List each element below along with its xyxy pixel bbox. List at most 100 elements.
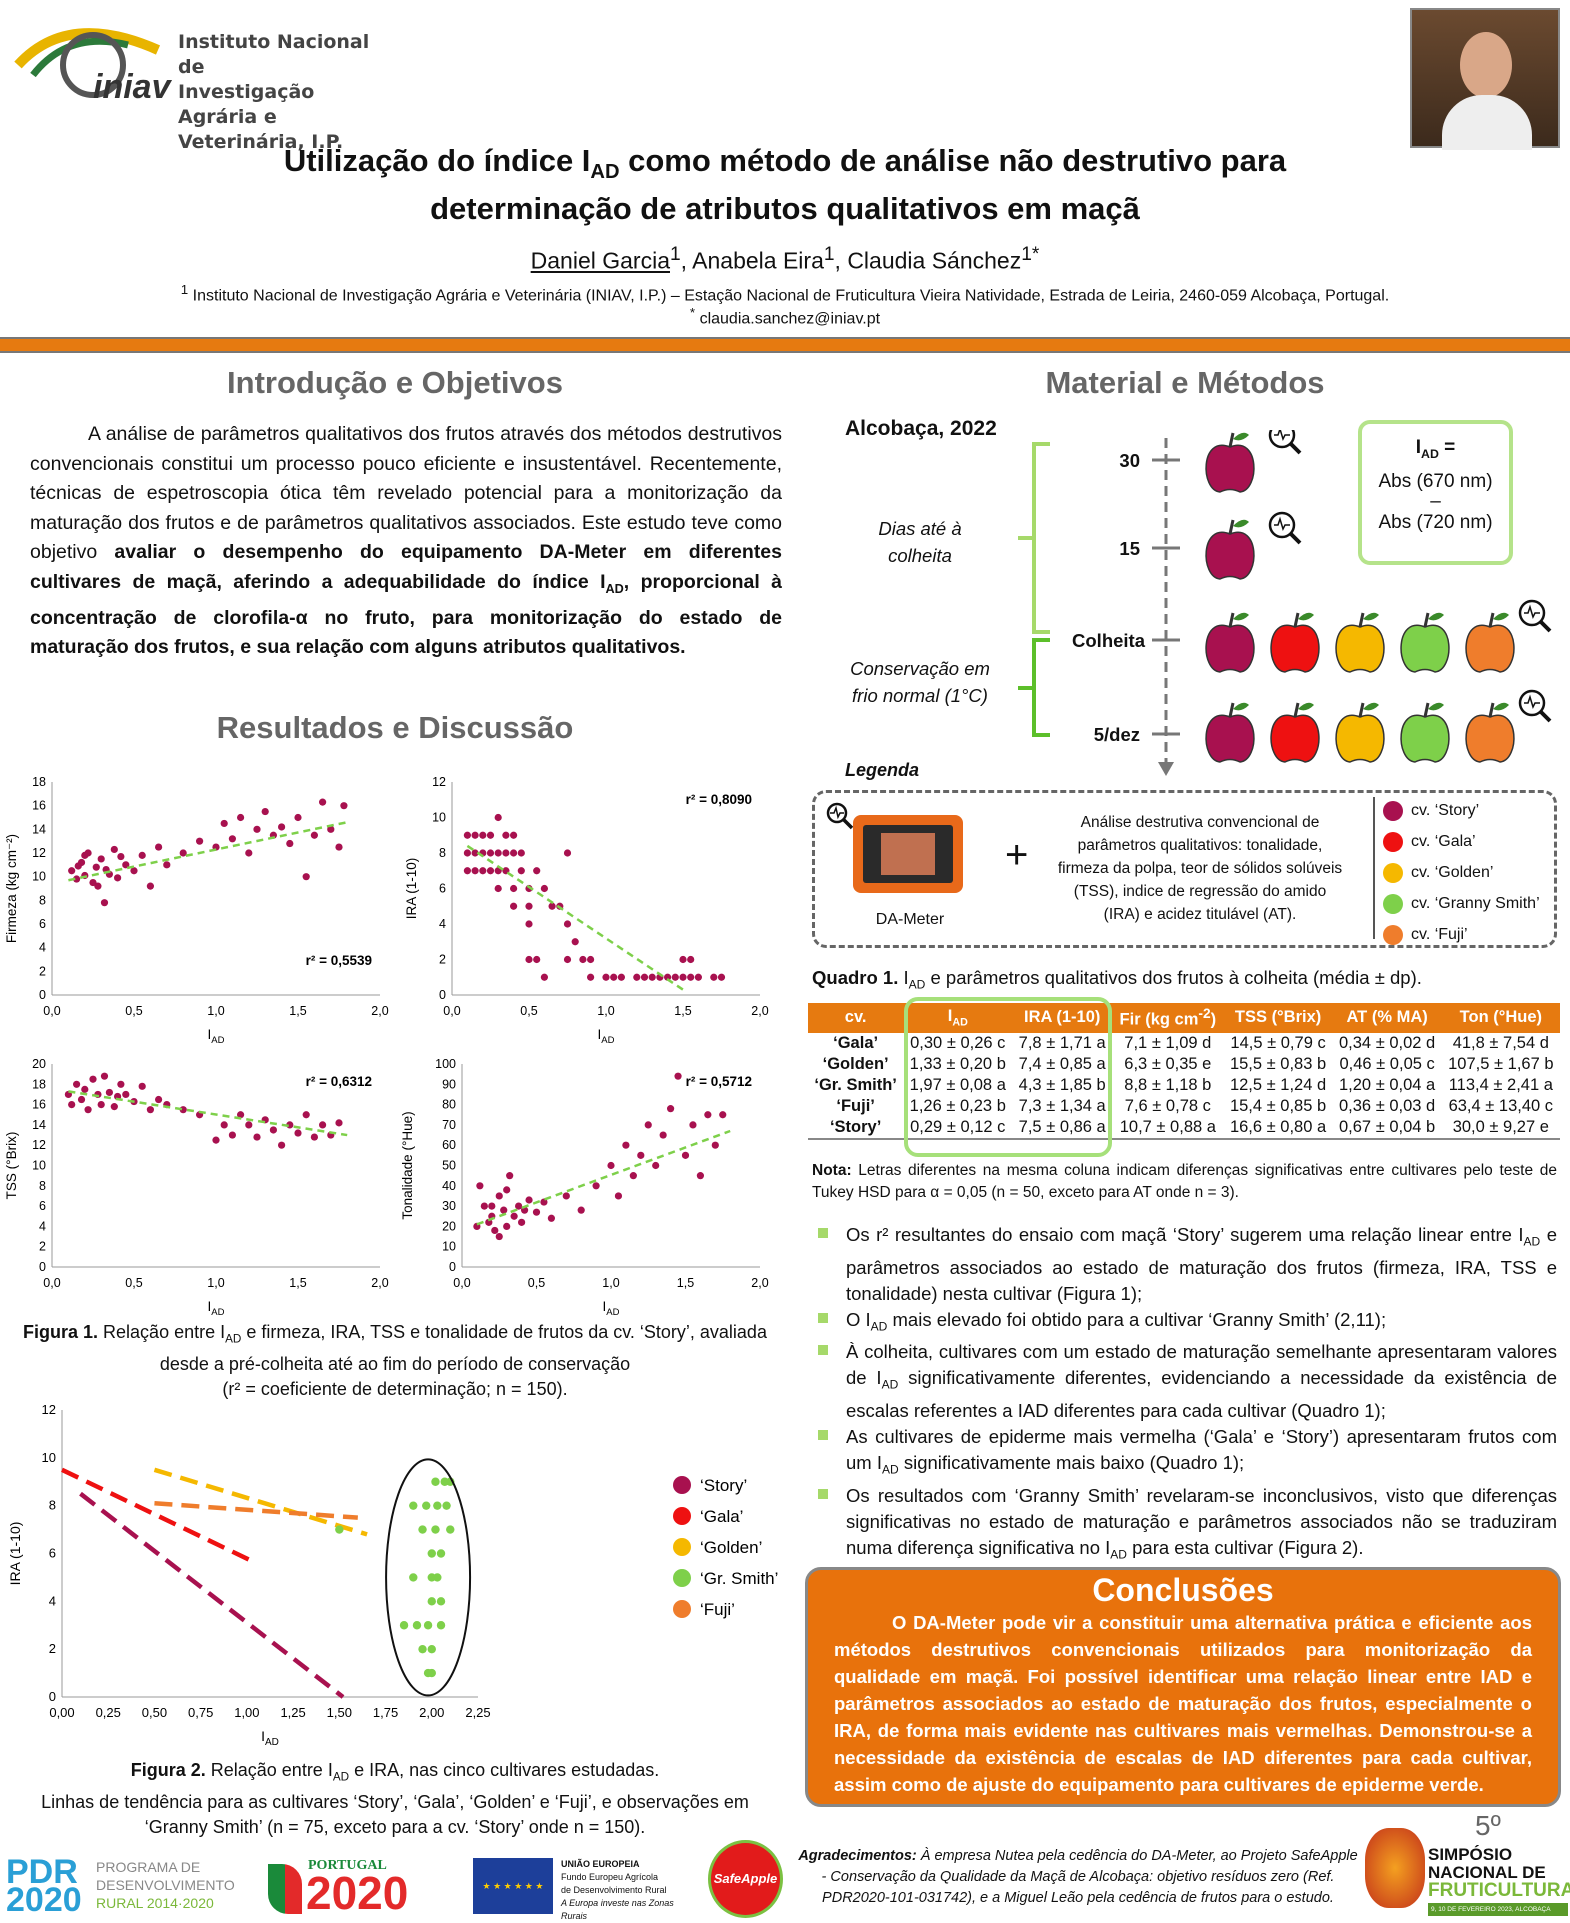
granny-smith-highlight-ellipse <box>385 1458 472 1697</box>
data-point <box>399 1621 409 1630</box>
acknowledgements: Agradecimentos: À empresa Nutea pela ced… <box>798 1848 1358 1906</box>
timeline-diagram: 30 15 Colheita 5/dez <box>1018 430 1552 776</box>
data-point <box>110 1103 118 1111</box>
data-point <box>100 899 109 907</box>
poster-title-line2: determinação de atributos qualitativos e… <box>430 191 1140 226</box>
col-header: Fir (kg cm-2) <box>1112 1003 1224 1033</box>
results-bullets: Os r² resultantes do ensaio com maçã ‘St… <box>812 1222 1557 1567</box>
data-point <box>92 863 100 871</box>
data-point <box>427 1644 436 1654</box>
authors: Daniel Garcia1, Anabela Eira1, Claudia S… <box>530 244 1040 274</box>
trend-line <box>79 1491 345 1699</box>
value-cell: 107,5 ± 1,67 b <box>1448 1054 1554 1073</box>
value-cell: 0,29 ± 0,12 c <box>910 1117 1006 1136</box>
value-cell: 7,6 ± 0,78 c <box>1124 1096 1211 1115</box>
data-point <box>409 1573 418 1582</box>
data-point <box>302 873 310 881</box>
r-squared-label: r² = 0,5712 <box>686 1074 752 1089</box>
intro-title: Introdução e Objetivos <box>227 365 563 400</box>
author: Anabela Eira <box>692 247 824 274</box>
iniav-logo: iniav Instituto Nacional de Investigação… <box>8 10 388 153</box>
y-tick-label: 2 <box>49 1641 56 1656</box>
legend-marker-icon <box>673 1600 691 1618</box>
table-header-row: cv. IAD IRA (1-10) Fir (kg cm-2) TSS (°B… <box>808 1003 1560 1033</box>
data-point <box>463 849 471 857</box>
data-point <box>423 1621 433 1630</box>
legend-label: cv. ‘Story’ <box>1411 801 1480 819</box>
table-row: ‘Story’ 0,29 ± 0,12 c 7,5 ± 0,86 a 10,7 ± 0… <box>808 1117 1560 1139</box>
data-point <box>525 920 533 928</box>
result-bullet: Os resultados com ‘Granny Smith’ revelar… <box>812 1483 1557 1568</box>
col-header: cv. <box>808 1003 904 1033</box>
trend-line <box>68 821 348 882</box>
data-point <box>687 955 695 964</box>
data-point <box>486 867 495 875</box>
x-tick-label: 2,25 <box>465 1705 490 1720</box>
legend-label: ‘Golden’ <box>700 1538 762 1557</box>
x-tick-label: 0,75 <box>188 1705 213 1720</box>
data-point <box>480 1202 488 1210</box>
y-tick-label: 4 <box>39 1219 46 1233</box>
data-point <box>540 973 548 981</box>
poster-title-line1: Utilização do índice IAD como método de … <box>283 143 1287 184</box>
data-point <box>517 849 525 857</box>
legend-item: cv. ‘Gala’ <box>1383 826 1540 857</box>
value-cell: 4,3 ± 1,85 b <box>1018 1075 1106 1094</box>
bracket-storage <box>1018 638 1050 737</box>
data-point <box>637 1151 645 1159</box>
device-label: DA-Meter <box>875 911 945 928</box>
data-point <box>687 973 695 981</box>
data-point <box>506 1172 514 1180</box>
apple-icon <box>1205 612 1255 673</box>
x-tick-label: 0,5 <box>125 1004 142 1018</box>
storage-label: Conservação em frio normal (1°C) <box>850 658 990 706</box>
data-point <box>427 1549 436 1558</box>
data-point <box>659 1131 667 1139</box>
y-axis-label: TSS (°Brix) <box>4 1132 19 1200</box>
data-point <box>602 973 610 981</box>
y-tick-label: 10 <box>32 870 46 884</box>
data-point <box>629 1172 637 1180</box>
x-axis-label: IAD <box>261 1728 279 1748</box>
chart-figure2: 0 2 4 6 8 10 12 0,00 0,25 0,50 0,75 1,00 1,25 1,50 1,7… <box>7 1402 778 1748</box>
value-cell: 63,4 ± 13,40 c <box>1448 1096 1554 1115</box>
da-meter-reading-icon <box>1518 689 1552 723</box>
da-meter-reading-icon <box>1268 430 1302 455</box>
data-point <box>610 973 618 981</box>
data-point <box>220 1121 228 1129</box>
chart-tonalidade: 0 10 20 30 40 50 60 70 80 90 100 0,0 0,5 1,0 1,5 2,0 IAD… <box>400 1057 769 1318</box>
data-point <box>278 823 286 831</box>
data-point <box>146 882 154 890</box>
y-tick-label: 8 <box>439 846 446 860</box>
timeline-label: Colheita <box>1072 630 1146 651</box>
data-point <box>340 802 348 810</box>
data-point <box>117 1080 125 1088</box>
author: Daniel Garcia <box>530 247 670 274</box>
data-point <box>433 1573 442 1582</box>
data-point <box>577 1206 585 1214</box>
data-point <box>409 1501 418 1510</box>
data-point <box>704 1111 712 1119</box>
data-point <box>471 831 479 839</box>
y-tick-label: 4 <box>49 1593 56 1608</box>
x-tick-label: 0,5 <box>520 1004 537 1018</box>
data-point <box>471 867 479 875</box>
apple-icon <box>1335 612 1385 673</box>
data-point <box>717 973 726 981</box>
data-point <box>436 1621 446 1630</box>
y-tick-label: 2 <box>439 953 446 967</box>
y-axis-label: IRA (1-10) <box>7 1522 23 1586</box>
y-tick-label: 4 <box>439 917 446 931</box>
email[interactable]: * claudia.sanchez@iniav.pt <box>689 305 881 328</box>
x-tick-label: 2,00 <box>419 1705 444 1720</box>
data-point <box>286 839 294 848</box>
x-tick-label: 0,25 <box>96 1705 121 1720</box>
data-point <box>495 1192 503 1200</box>
data-point <box>503 1186 511 1194</box>
x-tick-label: 1,00 <box>234 1705 259 1720</box>
y-tick-label: 20 <box>32 1057 46 1071</box>
data-point <box>294 813 302 822</box>
data-point <box>640 973 649 981</box>
data-point <box>418 1644 427 1654</box>
y-tick-label: 30 <box>442 1199 456 1213</box>
